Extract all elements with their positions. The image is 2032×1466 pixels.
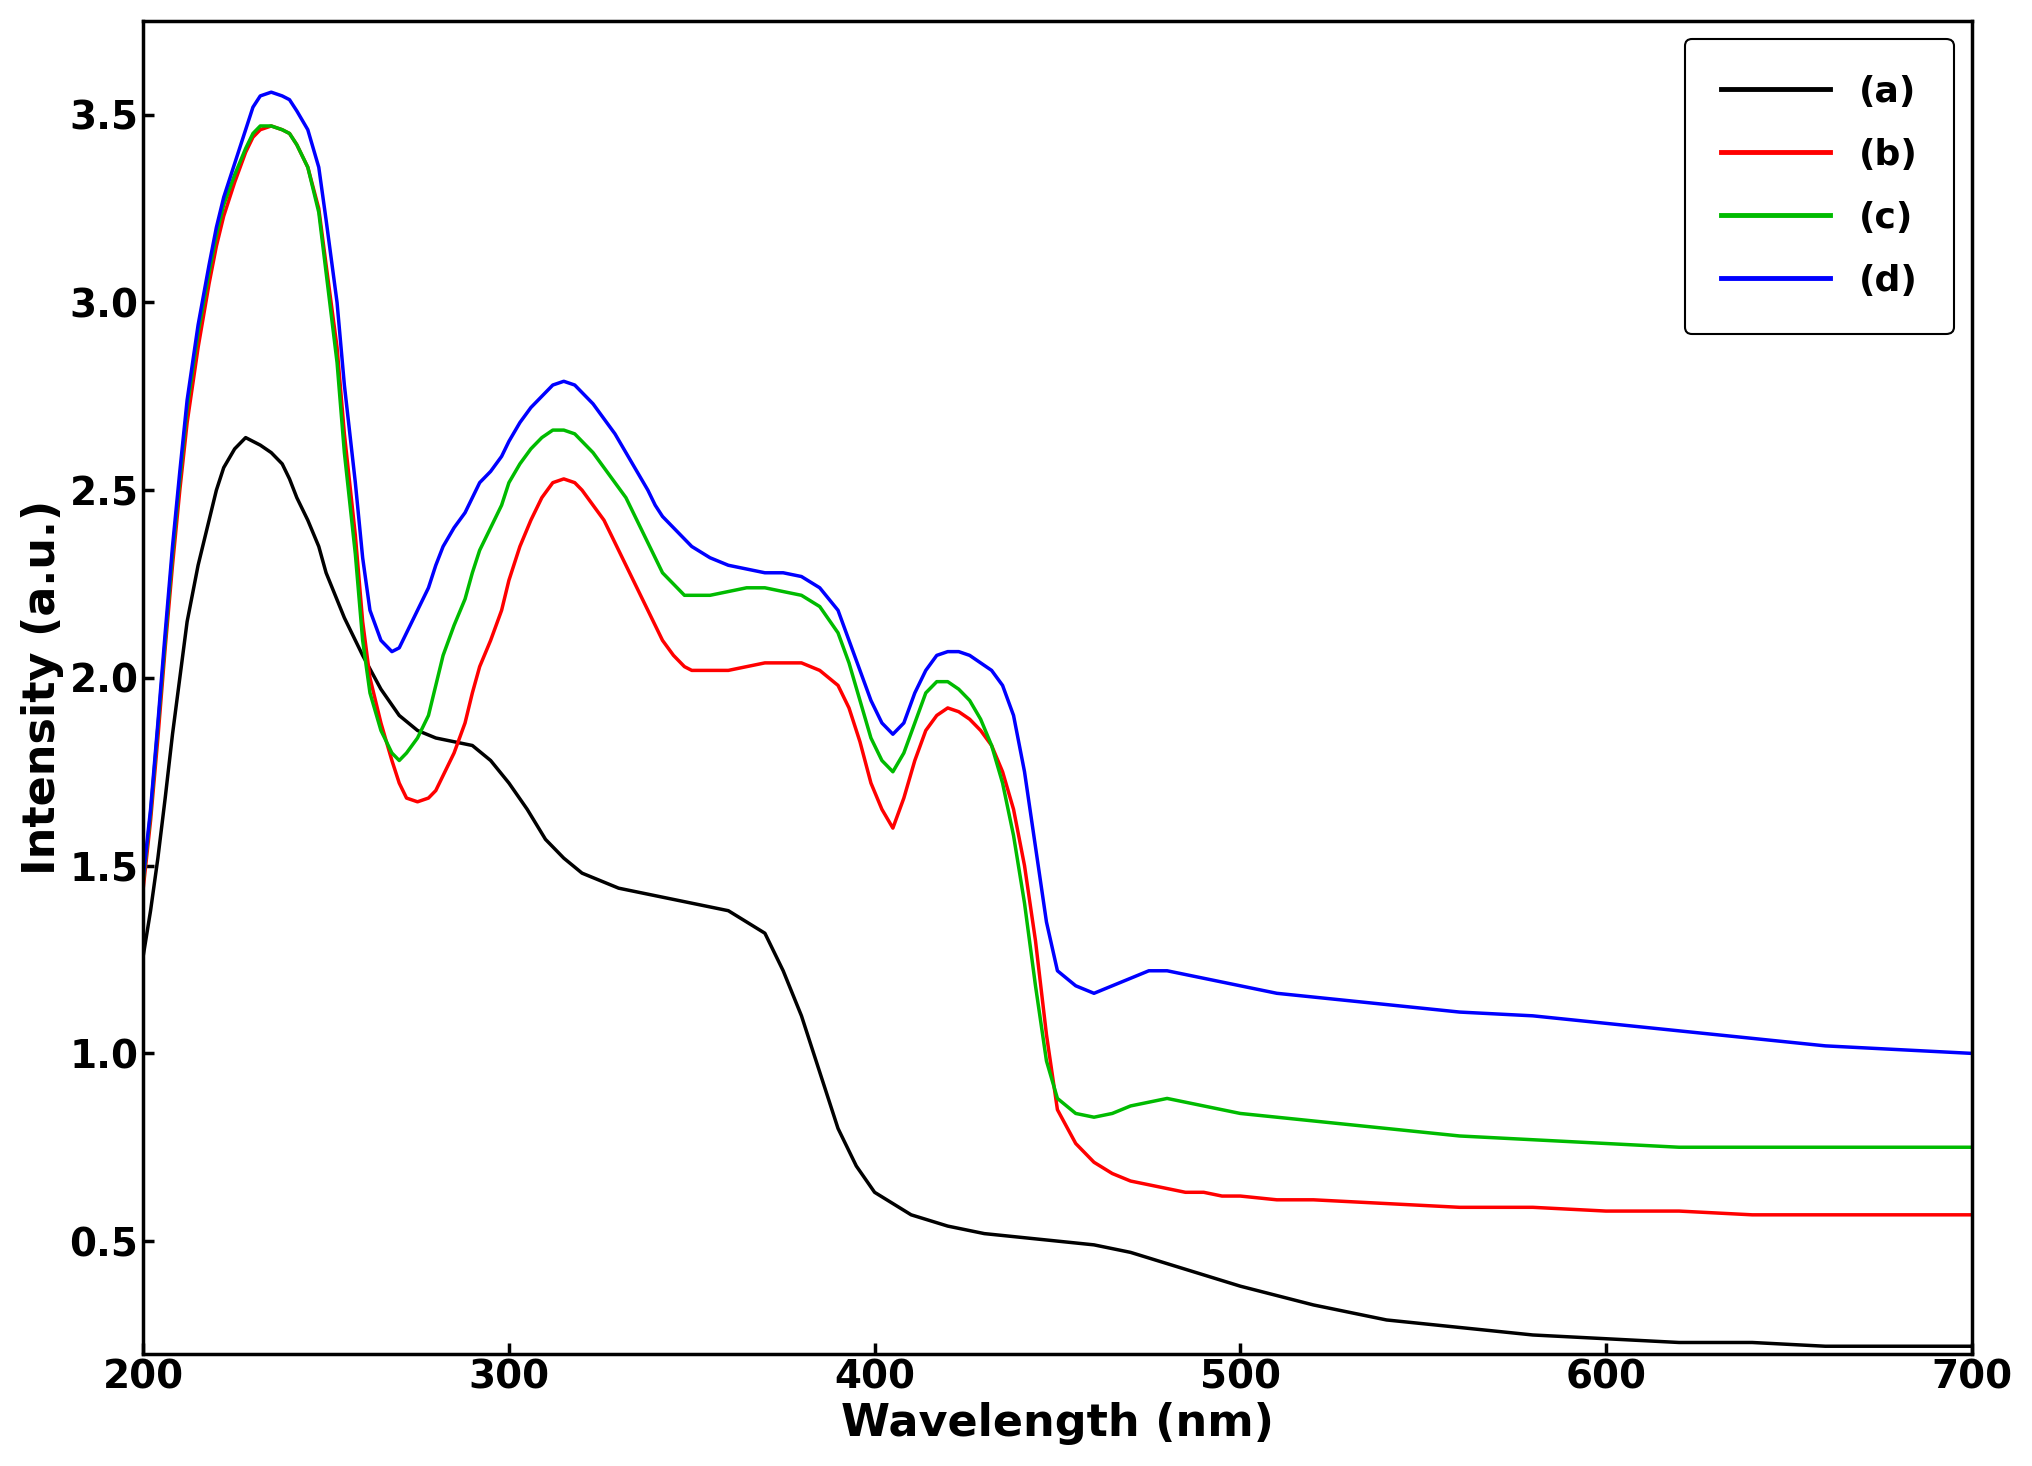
(b): [679, 661, 703, 679]
(a): [1813, 1337, 1837, 1355]
(d): [258, 84, 282, 101]
X-axis label: Wavelength (nm): Wavelength (nm): [841, 1401, 1274, 1445]
(c): [1959, 1139, 1983, 1157]
(d): [679, 538, 703, 556]
(b): [404, 793, 429, 811]
Legend: (a), (b), (c), (d): (a), (b), (c), (d): [1685, 40, 1953, 334]
(a): [234, 430, 258, 447]
(c): [1666, 1139, 1691, 1157]
(d): [459, 488, 484, 506]
(a): [1593, 1330, 1617, 1347]
Line: (a): (a): [142, 438, 1971, 1346]
(b): [1959, 1207, 1983, 1224]
(d): [697, 548, 721, 566]
(c): [248, 117, 272, 135]
Line: (c): (c): [142, 126, 1971, 1148]
Y-axis label: Intensity (a.u.): Intensity (a.u.): [20, 500, 63, 875]
(d): [130, 868, 154, 885]
Line: (b): (b): [142, 126, 1971, 1215]
(a): [1520, 1327, 1544, 1344]
(d): [404, 601, 429, 619]
(d): [880, 726, 904, 743]
(a): [130, 947, 154, 965]
(b): [130, 880, 154, 897]
(c): [459, 564, 484, 582]
(a): [1447, 1319, 1471, 1337]
(b): [459, 685, 484, 702]
(b): [1739, 1207, 1764, 1224]
(b): [880, 819, 904, 837]
(c): [404, 729, 429, 746]
(c): [697, 586, 721, 604]
(b): [197, 274, 221, 292]
(b): [697, 661, 721, 679]
(c): [679, 586, 703, 604]
(a): [1959, 1337, 1983, 1355]
(a): [1118, 1243, 1142, 1261]
(a): [843, 1157, 868, 1174]
(b): [258, 117, 282, 135]
(c): [197, 264, 221, 281]
(c): [130, 872, 154, 890]
(c): [880, 762, 904, 780]
(d): [197, 257, 221, 274]
(a): [935, 1217, 959, 1234]
(d): [1959, 1045, 1983, 1063]
Line: (d): (d): [142, 92, 1971, 1054]
